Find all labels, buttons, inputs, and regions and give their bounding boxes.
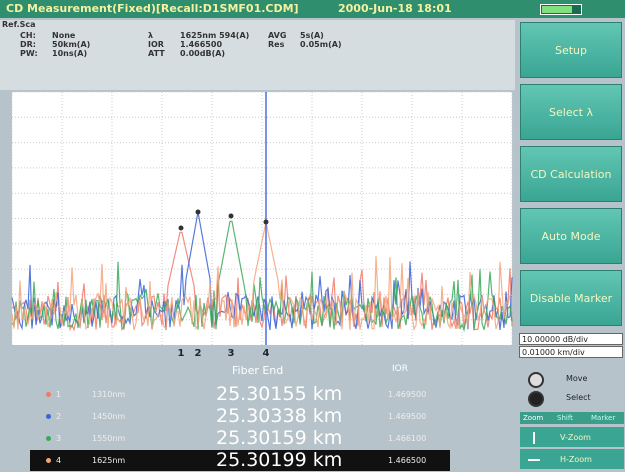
results-table: Fiber End IOR 1 1310nm 25.30155 km 1.469500…: [0, 360, 516, 472]
menu-button[interactable]: Auto Mode: [520, 208, 622, 264]
row-wavelength: 1450nm: [92, 412, 126, 421]
row-wavelength: 1550nm: [92, 434, 126, 443]
title-bar: CD Measurement(Fixed)[Recall:D1SMF01.CDM…: [0, 0, 625, 18]
zoom-label[interactable]: V-Zoom: [560, 433, 591, 442]
column-header: IOR: [392, 364, 408, 374]
row-ior: 1.466500: [388, 456, 427, 465]
datetime: 2000-Jun-18 18:01: [338, 2, 452, 15]
zoom-arrow: [528, 459, 540, 461]
row-distance: 25.30338 km: [216, 405, 343, 427]
tab[interactable]: Shift: [557, 414, 573, 422]
info-key: ATT: [148, 49, 165, 58]
row-wavelength: 1625nm: [92, 456, 126, 465]
info-key: CH:: [20, 31, 36, 40]
marker-label: 3: [228, 348, 235, 359]
info-key: Res: [268, 40, 285, 49]
row-distance: 25.30199 km: [216, 449, 343, 471]
row-index: 4: [56, 456, 62, 465]
info-key: IOR: [148, 40, 164, 49]
marker-dot: [228, 213, 234, 219]
info-value: None: [52, 31, 76, 40]
info-value: 0.05m(A): [300, 40, 342, 49]
battery: [540, 4, 582, 15]
row-dot: [46, 414, 51, 419]
row-distance: 25.30155 km: [216, 383, 343, 405]
info-panel: Ref.Sca CH: None DR: 50km(A) PW: 10ns(A) λ 1625…: [0, 20, 515, 90]
row-ior: 1.469500: [388, 412, 427, 421]
row-dot: [46, 436, 51, 441]
info-value: 0.00dB(A): [180, 49, 226, 58]
info-value: 5s(A): [300, 31, 324, 40]
menu-button[interactable]: Setup: [520, 22, 622, 78]
info-key: λ: [148, 31, 154, 40]
zoom-arrow: [533, 432, 535, 444]
knob-label: Select: [566, 393, 591, 402]
table-row[interactable]: 2 1450nm 25.30338 km 1.469500: [30, 406, 450, 427]
row-index: 1: [56, 390, 62, 399]
tab-bar: Zoom Shift Marker: [520, 412, 624, 424]
row-ior: 1.469500: [388, 390, 427, 399]
zoom-bg: [520, 427, 624, 447]
knob-icon: [528, 372, 544, 388]
info-key: AVG: [268, 31, 287, 40]
info-key: PW:: [20, 49, 38, 58]
marker-label: 4: [263, 348, 270, 359]
info-label: Ref.Sca: [2, 20, 36, 29]
tab[interactable]: Zoom: [523, 414, 544, 422]
menu-button[interactable]: Select λ: [520, 84, 622, 140]
vertical-scale: 10.00000 dB/div: [519, 333, 623, 345]
info-value: 50km(A): [52, 40, 91, 49]
knob-label: Move: [566, 374, 588, 383]
row-ior: 1.466100: [388, 434, 427, 443]
row-distance: 25.30159 km: [216, 427, 343, 449]
row-dot: [46, 458, 51, 463]
marker-label: 1: [178, 348, 185, 359]
title: CD Measurement(Fixed)[Recall:D1SMF01.CDM…: [6, 2, 299, 15]
knob-icon: [528, 391, 544, 407]
table-row[interactable]: 3 1550nm 25.30159 km 1.466100: [30, 428, 450, 449]
info-value: 1.466500: [180, 40, 223, 49]
column-header: Fiber End: [232, 364, 284, 377]
menu-button[interactable]: CD Calculation: [520, 146, 622, 202]
tab[interactable]: Marker: [591, 414, 616, 422]
row-wavelength: 1310nm: [92, 390, 126, 399]
horizontal-scale: 0.01000 km/div: [519, 346, 623, 358]
marker-dot: [263, 219, 269, 225]
info-value: 10ns(A): [52, 49, 88, 58]
row-dot: [46, 392, 51, 397]
info-key: DR:: [20, 40, 36, 49]
info-value: 1625nm 594(A): [180, 31, 250, 40]
marker-dot: [195, 209, 201, 215]
trace: [11, 221, 513, 331]
marker-label: 2: [195, 348, 202, 359]
table-row[interactable]: 1 1310nm 25.30155 km 1.469500: [30, 384, 450, 405]
marker-dot: [178, 225, 184, 231]
menu-button[interactable]: Disable Marker: [520, 270, 622, 326]
table-row[interactable]: 4 1625nm 25.30199 km 1.466500: [30, 450, 450, 471]
zoom-label[interactable]: H-Zoom: [560, 455, 592, 464]
row-index: 2: [56, 412, 62, 421]
zoom-bg: [520, 449, 624, 469]
row-index: 3: [56, 434, 62, 443]
